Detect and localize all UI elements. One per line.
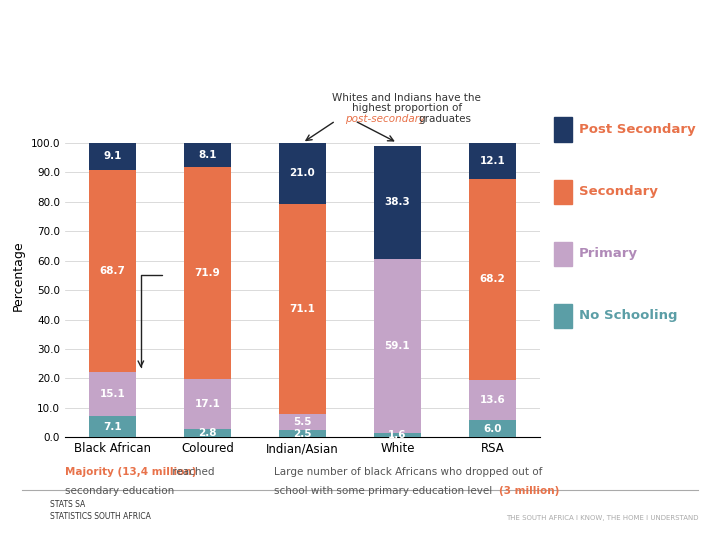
Bar — [184, 167, 231, 379]
Text: 6.0: 6.0 — [483, 423, 502, 434]
Text: (3 million): (3 million) — [499, 486, 559, 496]
Bar — [89, 372, 136, 416]
Text: 17.1: 17.1 — [194, 399, 220, 409]
Bar — [279, 143, 326, 205]
Text: Educational attainment among individuals aged 25-64 by: Educational attainment among individuals… — [11, 22, 572, 40]
Y-axis label: Percentage: Percentage — [12, 240, 25, 310]
Text: 71.9: 71.9 — [194, 268, 220, 278]
Text: 15.1: 15.1 — [99, 389, 125, 399]
Text: population group, 2016: population group, 2016 — [11, 67, 241, 85]
Text: 68.7: 68.7 — [99, 266, 125, 276]
Bar — [469, 380, 516, 420]
Bar — [279, 430, 326, 437]
Text: 9.1: 9.1 — [103, 151, 122, 161]
Text: Whites and Indians have the: Whites and Indians have the — [333, 92, 481, 103]
Bar — [89, 416, 136, 437]
Text: 1.6: 1.6 — [388, 430, 407, 440]
Text: graduates: graduates — [418, 114, 472, 124]
Bar — [279, 414, 326, 430]
Text: Post Secondary: Post Secondary — [579, 123, 696, 136]
Text: school with some primary education level: school with some primary education level — [274, 486, 495, 496]
Text: 71.1: 71.1 — [289, 304, 315, 314]
Text: reached: reached — [169, 467, 215, 477]
Text: 8.1: 8.1 — [198, 150, 217, 160]
Text: 5.5: 5.5 — [293, 417, 312, 427]
Bar — [184, 379, 231, 429]
Text: 2.5: 2.5 — [293, 429, 312, 438]
Text: 2.8: 2.8 — [198, 428, 217, 438]
Text: THE SOUTH AFRICA I KNOW, THE HOME I UNDERSTAND: THE SOUTH AFRICA I KNOW, THE HOME I UNDE… — [506, 515, 698, 522]
Bar — [374, 146, 421, 259]
Text: Large number of black Africans who dropped out of: Large number of black Africans who dropp… — [274, 467, 542, 477]
Text: No Schooling: No Schooling — [579, 309, 678, 322]
Bar — [469, 143, 516, 179]
Bar — [89, 143, 136, 170]
Text: 38.3: 38.3 — [384, 197, 410, 207]
Text: 59.1: 59.1 — [384, 341, 410, 350]
Text: highest proportion of: highest proportion of — [352, 103, 462, 113]
Text: STATS SA
STATISTICS SOUTH AFRICA: STATS SA STATISTICS SOUTH AFRICA — [50, 500, 151, 521]
Text: Secondary: Secondary — [579, 185, 658, 198]
Bar — [184, 143, 231, 167]
Bar — [184, 429, 231, 437]
Text: 12.1: 12.1 — [480, 156, 505, 166]
Text: 7.1: 7.1 — [103, 422, 122, 432]
Bar — [374, 259, 421, 433]
Text: 21.0: 21.0 — [289, 168, 315, 179]
Bar — [469, 179, 516, 380]
Bar — [89, 170, 136, 372]
Bar — [469, 420, 516, 437]
Bar — [279, 205, 326, 414]
Text: Majority (13,4 million): Majority (13,4 million) — [65, 467, 197, 477]
Text: 13.6: 13.6 — [480, 395, 505, 404]
Text: Primary: Primary — [579, 247, 638, 260]
Text: 68.2: 68.2 — [480, 274, 505, 284]
Bar — [374, 433, 421, 437]
Text: post-secondary: post-secondary — [345, 114, 426, 124]
Text: secondary education: secondary education — [65, 486, 174, 496]
